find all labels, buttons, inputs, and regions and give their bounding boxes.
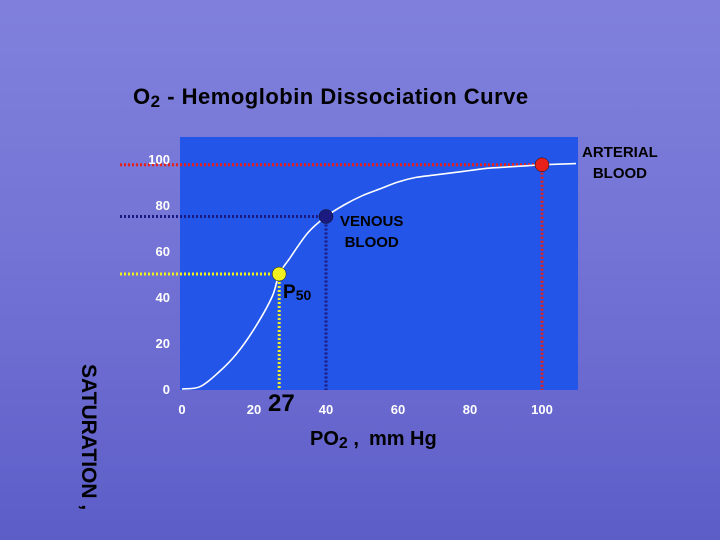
arterial-label: ARTERIAL BLOOD bbox=[582, 142, 658, 184]
y-tick-40: 40 bbox=[156, 290, 170, 305]
arterial-label-line2: BLOOD bbox=[592, 165, 647, 182]
arterial-label-line1: ARTERIAL bbox=[582, 144, 658, 161]
x-tick-60: 60 bbox=[391, 402, 405, 417]
x-tick-80: 80 bbox=[463, 402, 477, 417]
venous-label: VENOUS BLOOD bbox=[340, 211, 403, 253]
y-tick-0: 0 bbox=[163, 382, 170, 397]
p50-label: P50 bbox=[283, 282, 312, 303]
chart-title: O2 - Hemoglobin Dissociation Curve bbox=[133, 84, 529, 111]
plot-area bbox=[180, 137, 578, 390]
p50-value: 27 bbox=[268, 390, 295, 417]
x-tick-0: 0 bbox=[178, 402, 185, 417]
y-tick-100: 100 bbox=[148, 152, 170, 167]
y-tick-80: 80 bbox=[156, 198, 170, 213]
y-axis-label: SATURATION , bbox=[77, 364, 100, 511]
venous-label-line2: BLOOD bbox=[344, 234, 399, 251]
x-tick-40: 40 bbox=[319, 402, 333, 417]
y-tick-60: 60 bbox=[156, 244, 170, 259]
dissociation-curve bbox=[181, 162, 577, 390]
y-tick-20: 20 bbox=[156, 336, 170, 351]
x-tick-100: 100 bbox=[531, 402, 553, 417]
x-tick-20: 20 bbox=[247, 402, 261, 417]
venous-point bbox=[318, 209, 334, 224]
venous-label-line1: VENOUS bbox=[340, 213, 404, 230]
x-axis-label: PO2 , mm Hg bbox=[310, 428, 437, 452]
p50-point bbox=[271, 266, 287, 282]
arterial-point bbox=[534, 157, 550, 172]
